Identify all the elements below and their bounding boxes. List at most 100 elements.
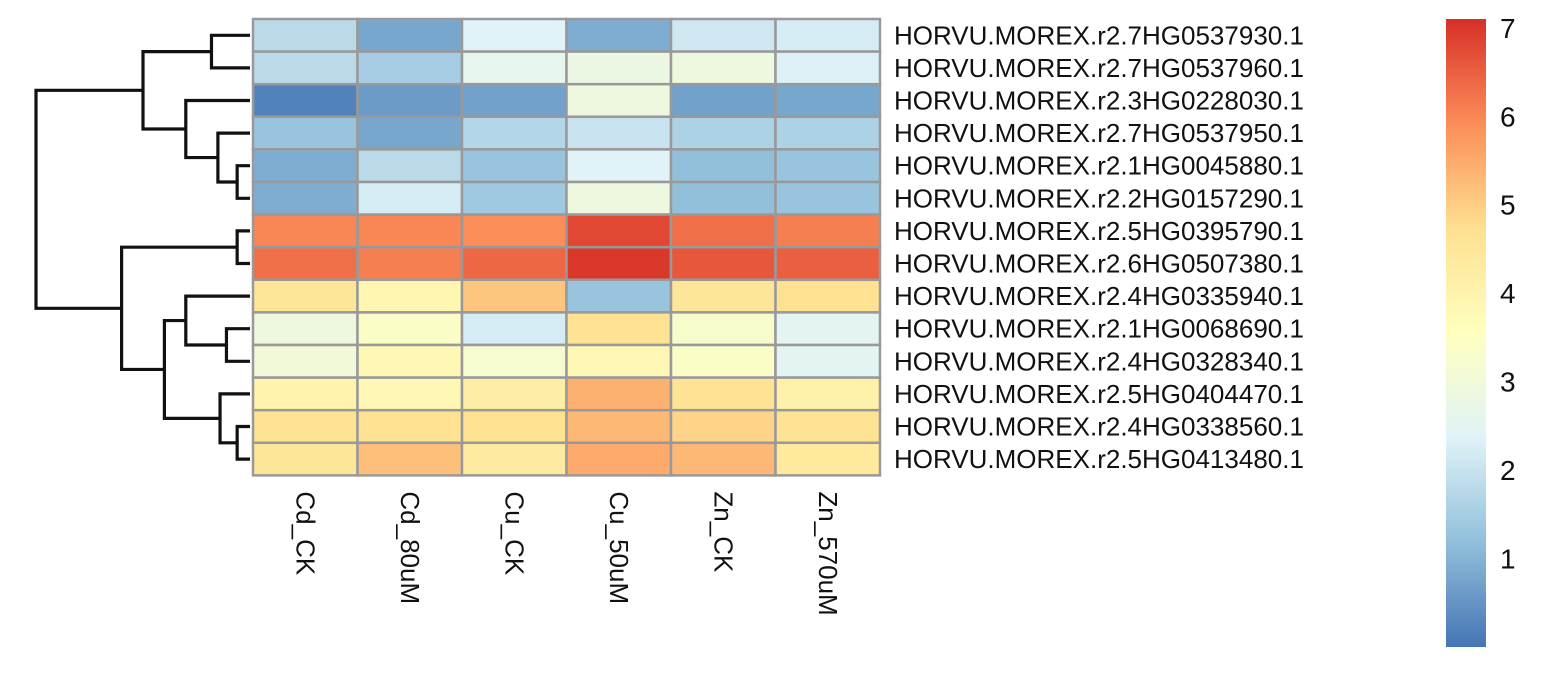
heatmap-cell — [669, 213, 777, 249]
heatmap-cell — [356, 82, 464, 119]
dendrogram-branch — [184, 294, 250, 347]
dendrogram-branch — [141, 50, 212, 131]
heatmap-cell — [251, 82, 359, 119]
column-label: Cu_50uM — [604, 491, 634, 604]
heatmap-cell — [460, 50, 568, 86]
heatmap-cell — [774, 376, 882, 412]
heatmap-cell — [251, 408, 359, 445]
row-label: HORVU.MOREX.r2.4HG0338560.1 — [894, 412, 1304, 442]
heatmap-cell — [669, 408, 777, 445]
heatmap-cell — [460, 213, 568, 249]
column-label: Cd_80uM — [395, 491, 425, 604]
heatmap-cell — [356, 376, 464, 412]
heatmap-cell — [565, 115, 673, 151]
legend-tick-label: 4 — [1500, 278, 1516, 309]
legend-tick-label: 2 — [1500, 455, 1516, 486]
row-label: HORVU.MOREX.r2.2HG0157290.1 — [894, 183, 1304, 213]
heatmap-cell — [251, 311, 359, 347]
heatmap-cell — [774, 213, 882, 249]
heatmap-cell — [669, 245, 777, 282]
legend-tick-label: 7 — [1500, 13, 1516, 44]
column-label: Cu_CK — [499, 491, 529, 575]
row-label: HORVU.MOREX.r2.4HG0335940.1 — [894, 281, 1304, 311]
heatmap-cell — [669, 50, 777, 86]
heatmap-cell — [669, 82, 777, 119]
dendrogram-branch — [235, 164, 250, 200]
column-label: Zn_CK — [708, 491, 738, 573]
heatmap-cell — [565, 343, 673, 379]
heatmap-cell — [251, 148, 359, 184]
dendrogram-branch — [34, 88, 143, 310]
row-label: HORVU.MOREX.r2.1HG0045880.1 — [894, 151, 1304, 181]
heatmap-cell — [251, 180, 359, 216]
heatmap-cell — [565, 408, 673, 445]
color-legend: 1 2 3 4 5 6 7 — [1446, 13, 1516, 647]
column-label: Cd_CK — [290, 491, 320, 575]
heatmap-cell — [565, 82, 673, 119]
legend-color-bar — [1446, 19, 1486, 647]
heatmap-cell — [669, 17, 777, 53]
heatmap-cell — [356, 441, 464, 477]
heatmap-cell — [251, 441, 359, 477]
heatmap-cells — [251, 17, 882, 477]
heatmap-cell — [251, 343, 359, 379]
heatmap-cell — [460, 408, 568, 445]
heatmap-cell — [774, 82, 882, 119]
heatmap-cell — [460, 17, 568, 53]
heatmap-cell — [356, 17, 464, 53]
heatmap-cell — [251, 278, 359, 314]
row-dendrogram — [34, 33, 250, 461]
heatmap-cell — [669, 311, 777, 347]
heatmap-cell — [356, 180, 464, 216]
row-label: HORVU.MOREX.r2.7HG0537950.1 — [894, 118, 1304, 148]
heatmap-cell — [251, 213, 359, 249]
heatmap-cell — [356, 343, 464, 379]
heatmap-cell — [460, 82, 568, 119]
heatmap-cell — [565, 311, 673, 347]
heatmap-cell — [669, 343, 777, 379]
heatmap-cell — [460, 441, 568, 477]
dendrogram-branch — [235, 229, 250, 266]
heatmap-cell — [356, 278, 464, 314]
heatmap-cell — [460, 180, 568, 216]
legend-tick-label: 6 — [1500, 101, 1516, 132]
heatmap-cell — [356, 245, 464, 282]
row-label: HORVU.MOREX.r2.5HG0413480.1 — [894, 444, 1304, 474]
dendrogram-branch — [209, 33, 250, 70]
heatmap-cell — [356, 115, 464, 151]
heatmap-cell — [565, 278, 673, 314]
dendrogram-branch — [218, 392, 250, 445]
heatmap-cell — [565, 245, 673, 282]
row-labels: HORVU.MOREX.r2.7HG0537930.1 HORVU.MOREX.r… — [894, 20, 1304, 474]
heatmap-cell — [774, 441, 882, 477]
heatmap-cell — [774, 17, 882, 53]
row-label: HORVU.MOREX.r2.6HG0507380.1 — [894, 249, 1304, 279]
heatmap-cell — [460, 343, 568, 379]
legend-tick-label: 3 — [1500, 367, 1516, 398]
heatmap-cell — [669, 180, 777, 216]
heatmap-cell — [251, 115, 359, 151]
row-label: HORVU.MOREX.r2.7HG0537930.1 — [894, 20, 1304, 50]
heatmap-cell — [774, 245, 882, 282]
heatmap-cell — [251, 245, 359, 282]
heatmap-cell — [565, 213, 673, 249]
heatmap-cell — [460, 148, 568, 184]
heatmap-cell — [774, 115, 882, 151]
column-label: Zn_570uM — [813, 491, 843, 615]
heatmap-cell — [251, 50, 359, 86]
heatmap-cell — [356, 50, 464, 86]
heatmap-cell — [669, 148, 777, 184]
column-labels: Cd_CK Cd_80uM Cu_CK Cu_50uM Zn_CK Zn_570uM — [290, 491, 843, 615]
dendrogram-branch — [216, 131, 250, 184]
heatmap-cell — [565, 441, 673, 477]
heatmap-cell — [774, 278, 882, 314]
heatmap-cell — [565, 376, 673, 412]
heatmap-cell — [460, 115, 568, 151]
legend-tick-label: 5 — [1500, 190, 1516, 221]
heatmap-cell — [774, 311, 882, 347]
legend-tick-label: 1 — [1500, 544, 1516, 575]
heatmap-cell — [356, 408, 464, 445]
heatmap-cell — [669, 376, 777, 412]
dendrogram-branch — [235, 424, 250, 461]
